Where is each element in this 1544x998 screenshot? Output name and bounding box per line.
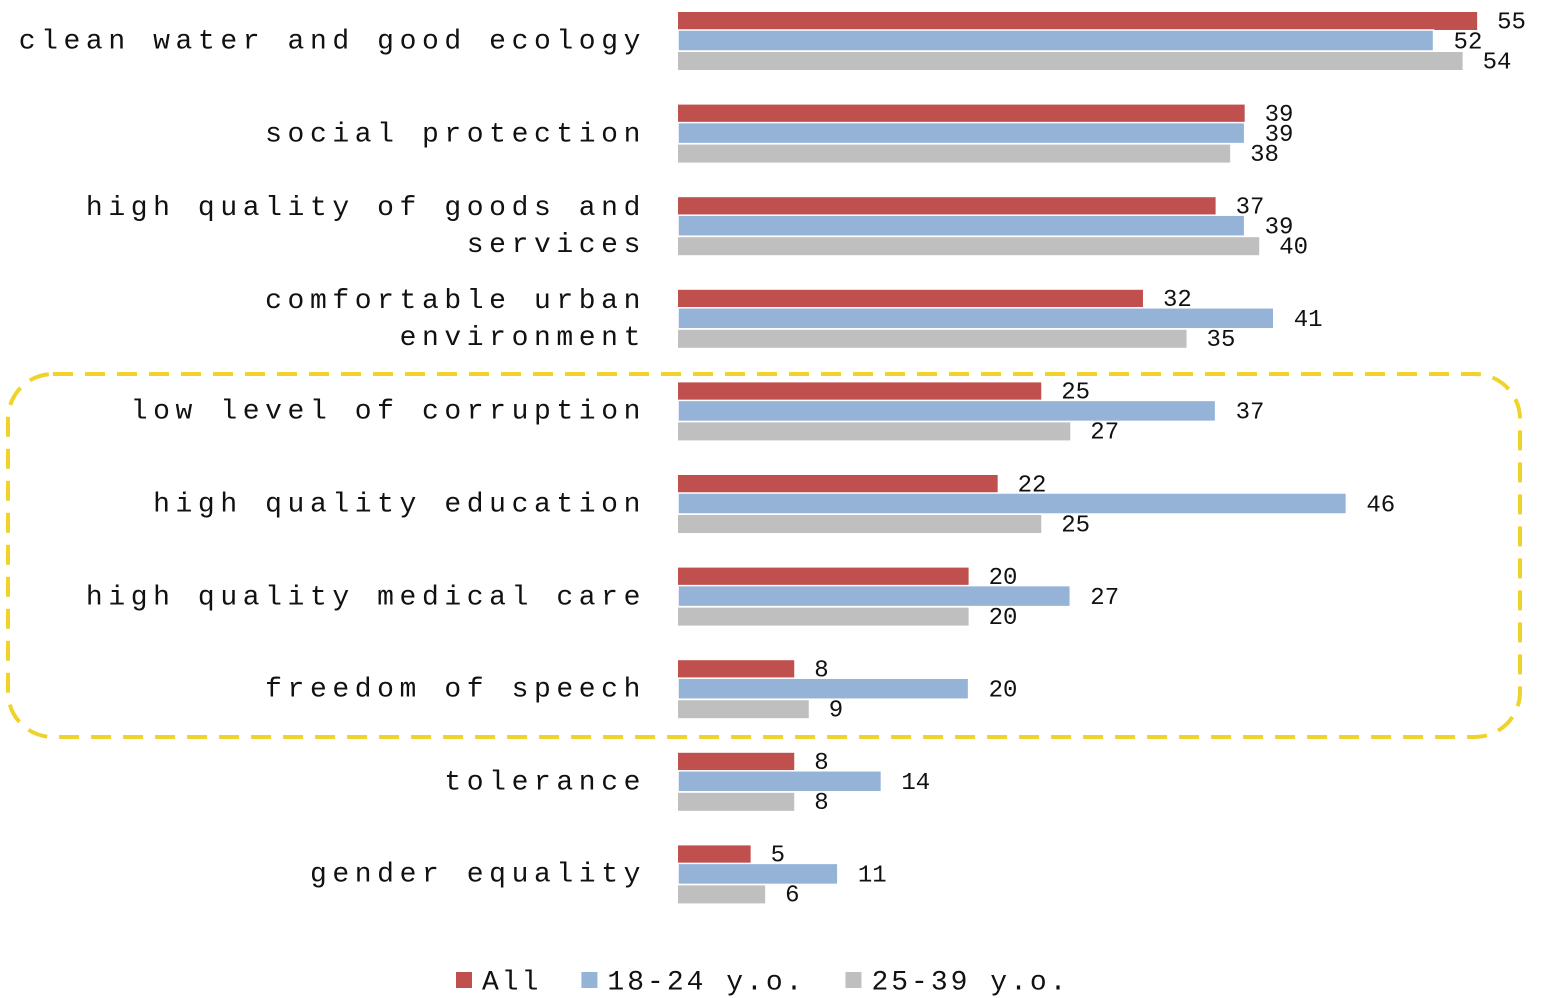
value-label: 14 xyxy=(901,770,930,797)
bar xyxy=(678,12,1478,30)
category-label: high quality medical care xyxy=(85,582,646,614)
bar xyxy=(678,475,998,493)
value-label: 27 xyxy=(1090,420,1119,447)
bar xyxy=(678,52,1463,70)
value-label: 40 xyxy=(1279,235,1308,262)
legend-label: All xyxy=(482,967,541,998)
value-label: 39 xyxy=(1265,215,1294,242)
bar xyxy=(678,752,795,771)
bar xyxy=(677,584,1072,608)
bar xyxy=(678,237,1260,256)
value-label: 8 xyxy=(814,790,828,817)
value-label: 25 xyxy=(1061,512,1090,539)
value-label: 41 xyxy=(1294,307,1323,334)
value-label: 20 xyxy=(989,605,1018,632)
bar xyxy=(678,700,809,719)
value-label: 38 xyxy=(1250,142,1279,169)
legend-swatch xyxy=(456,972,472,988)
bar xyxy=(678,607,969,626)
bar xyxy=(677,121,1246,145)
value-label: 20 xyxy=(989,678,1018,705)
category-label: high quality of goods and services xyxy=(85,193,646,262)
legend-label: 25-39 y.o. xyxy=(871,967,1069,998)
bar xyxy=(678,382,1042,401)
value-label: 54 xyxy=(1483,49,1512,76)
value-label: 39 xyxy=(1265,102,1294,129)
bar xyxy=(677,770,883,793)
bar xyxy=(677,862,839,886)
legend-swatch xyxy=(581,972,598,988)
category-label: social protection xyxy=(265,119,646,151)
value-label: 52 xyxy=(1454,29,1483,56)
bar xyxy=(678,885,766,904)
value-label: 35 xyxy=(1207,327,1236,354)
bar xyxy=(678,329,1187,348)
bar xyxy=(678,792,795,811)
bar xyxy=(678,289,1143,308)
bar xyxy=(678,144,1231,163)
bar xyxy=(678,845,751,864)
category-label: low level of corruption xyxy=(130,396,646,428)
bar xyxy=(678,515,1042,533)
bar xyxy=(677,307,1275,330)
bar xyxy=(677,399,1217,423)
value-label: 46 xyxy=(1366,492,1395,519)
bar xyxy=(678,660,795,679)
bar xyxy=(678,567,969,586)
value-label: 37 xyxy=(1236,400,1265,427)
category-label: high quality education xyxy=(153,489,646,521)
value-label: 39 xyxy=(1265,122,1294,149)
category-label: comfortable urban environment xyxy=(265,285,646,354)
value-label: 6 xyxy=(785,883,799,910)
legend-swatch xyxy=(845,972,862,988)
bar xyxy=(677,214,1246,237)
bar xyxy=(677,29,1435,52)
category-label: gender equality xyxy=(309,859,646,891)
value-label: 11 xyxy=(858,863,887,890)
bar xyxy=(678,104,1245,123)
value-label: 55 xyxy=(1497,9,1526,36)
highlight-box xyxy=(6,372,1522,739)
legend-label: 18-24 y.o. xyxy=(607,967,805,998)
value-label: 9 xyxy=(829,698,843,725)
category-label: freedom of speech xyxy=(265,674,646,706)
category-label: tolerance xyxy=(444,767,646,799)
bar xyxy=(678,422,1071,441)
bar xyxy=(678,197,1216,216)
bar xyxy=(677,492,1348,515)
value-label: 27 xyxy=(1090,585,1119,612)
bar xyxy=(677,677,970,700)
category-label: clean water and good ecology xyxy=(18,26,646,58)
